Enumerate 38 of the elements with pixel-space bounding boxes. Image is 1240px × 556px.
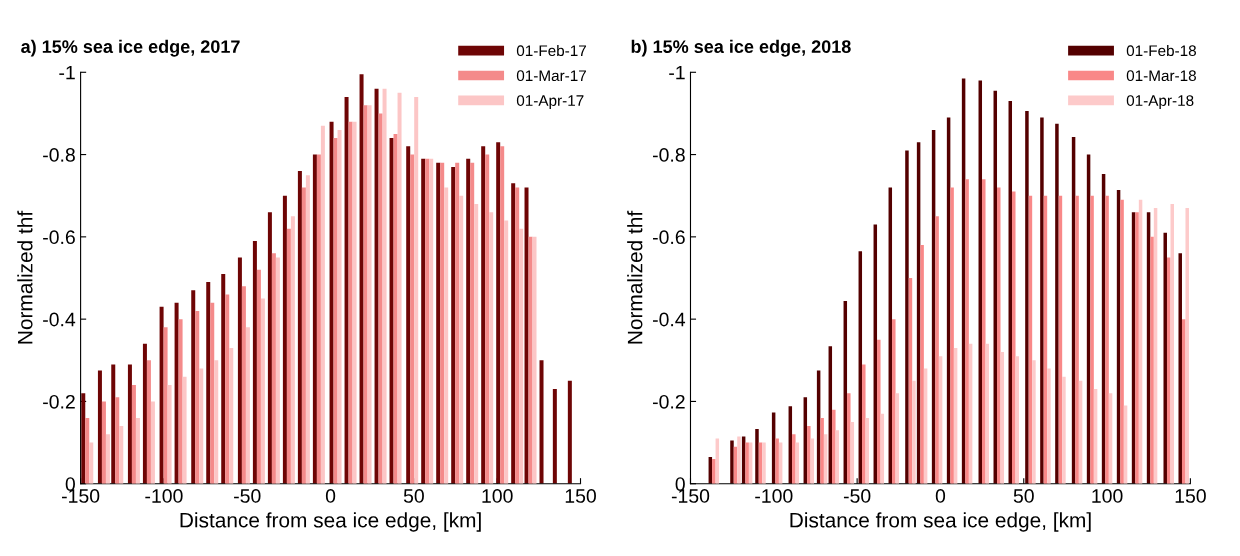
x-axis-title: Distance from sea ice edge, [km] [180,512,481,532]
x-tick-label: 100 [1092,489,1123,503]
y-tick-label: -0.8 [43,148,75,162]
chart-title: a) 15% sea ice edge, 2017 [21,39,240,57]
legend-label: 01-Apr-17 [516,95,584,109]
y-tick-label: -0.6 [652,230,685,245]
x-tick-label: 0 [325,489,336,503]
y-tick-label: -0.4 [652,312,686,327]
legend-label: 01-Mar-18 [1126,70,1196,82]
y-tick-label: 0 [675,477,685,491]
x-tick-label: -150 [671,489,710,503]
x-axis-title: Distance from sea ice edge, [km] [790,512,1091,532]
legend-label: 01-Feb-18 [1126,44,1196,57]
y-tick-label: -0.2 [652,394,685,409]
x-tick-label: -50 [234,489,261,503]
legend-label: 01-Apr-18 [1126,95,1194,109]
y-tick-label: -0.2 [43,394,75,409]
x-tick-label: 50 [1013,489,1034,503]
y-tick-label: -0.6 [43,230,75,245]
y-tick-label: 0 [65,477,75,491]
x-tick-label: 150 [565,489,596,503]
y-tick-label: -0.4 [43,312,76,327]
x-tick-label: -100 [145,489,183,503]
x-tick-label: 100 [482,489,513,503]
y-tick-label: -1 [669,65,685,80]
y-axis-title: Normalized thf [627,210,643,344]
y-tick-label: -0.8 [652,148,685,162]
y-tick-label: -1 [59,65,75,80]
x-tick-label: 150 [1175,489,1206,503]
x-tick-label: -100 [755,489,793,503]
legend-label: 01-Feb-17 [516,44,586,57]
x-tick-label: 0 [935,489,946,503]
x-tick-label: 50 [403,489,424,503]
x-tick-label: -150 [62,489,100,503]
chart-title: b) 15% sea ice edge, 2018 [631,39,851,57]
x-tick-label: -50 [843,489,871,503]
legend-label: 01-Mar-17 [516,70,586,82]
y-axis-title: Normalized thf [17,210,33,344]
